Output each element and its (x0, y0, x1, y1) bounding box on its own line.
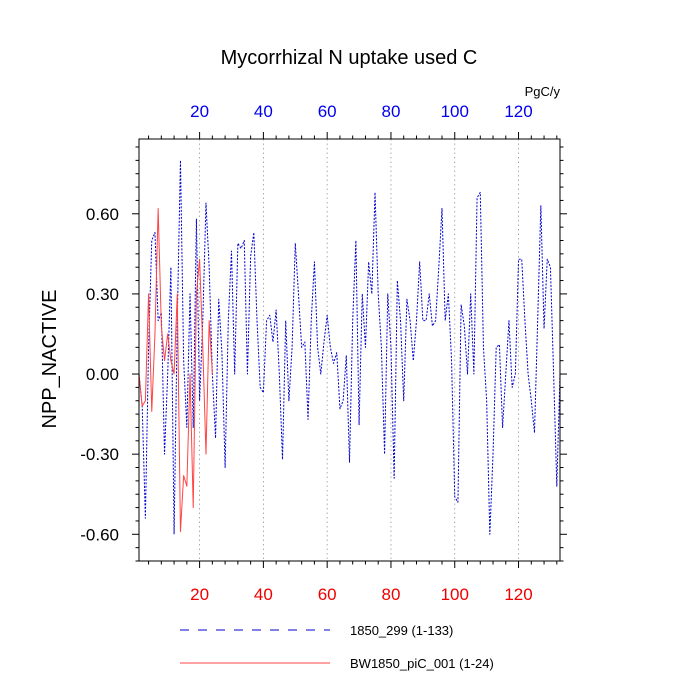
series-lines (138, 159, 561, 535)
x-tick-label-top: 80 (382, 102, 401, 121)
x-tick-label-bottom: 40 (254, 585, 273, 604)
y-tick-label: 0.30 (86, 285, 119, 304)
x-tick-label-bottom: 80 (382, 585, 401, 604)
axes: 20 20 40 40 60 60 80 80 100 100 120 120 -0.60 -0.30 0.… (80, 102, 567, 604)
x-tick-label-top: 120 (504, 102, 532, 121)
units-label: PgC/y (525, 84, 561, 99)
x-tick-label-bottom: 20 (190, 585, 209, 604)
legend-label-2: BW1850_piC_001 (1-24) (350, 656, 494, 671)
plot-frame (138, 138, 561, 562)
chart-title: Mycorrhizal N uptake used C (221, 47, 478, 69)
series-line-2 (138, 207, 213, 533)
y-tick-label: 0.00 (86, 365, 119, 384)
grid-lines (199, 139, 519, 561)
x-tick-label-top: 20 (190, 102, 209, 121)
x-tick-label-top: 100 (441, 102, 469, 121)
x-tick-label-top: 60 (318, 102, 337, 121)
y-axis-label: NPP_NACTIVE (39, 290, 61, 429)
x-tick-label-bottom: 60 (318, 585, 337, 604)
x-tick-label-bottom: 100 (441, 585, 469, 604)
legend-label-1: 1850_299 (1-133) (350, 623, 453, 638)
y-tick-label: 0.60 (86, 205, 119, 224)
y-tick-label: -0.30 (80, 445, 119, 464)
series-line-1 (138, 159, 561, 535)
legend: 1850_299 (1-133) BW1850_piC_001 (1-24) (180, 623, 494, 671)
x-tick-label-bottom: 120 (504, 585, 532, 604)
x-tick-label-top: 40 (254, 102, 273, 121)
y-tick-label: -0.60 (80, 525, 119, 544)
